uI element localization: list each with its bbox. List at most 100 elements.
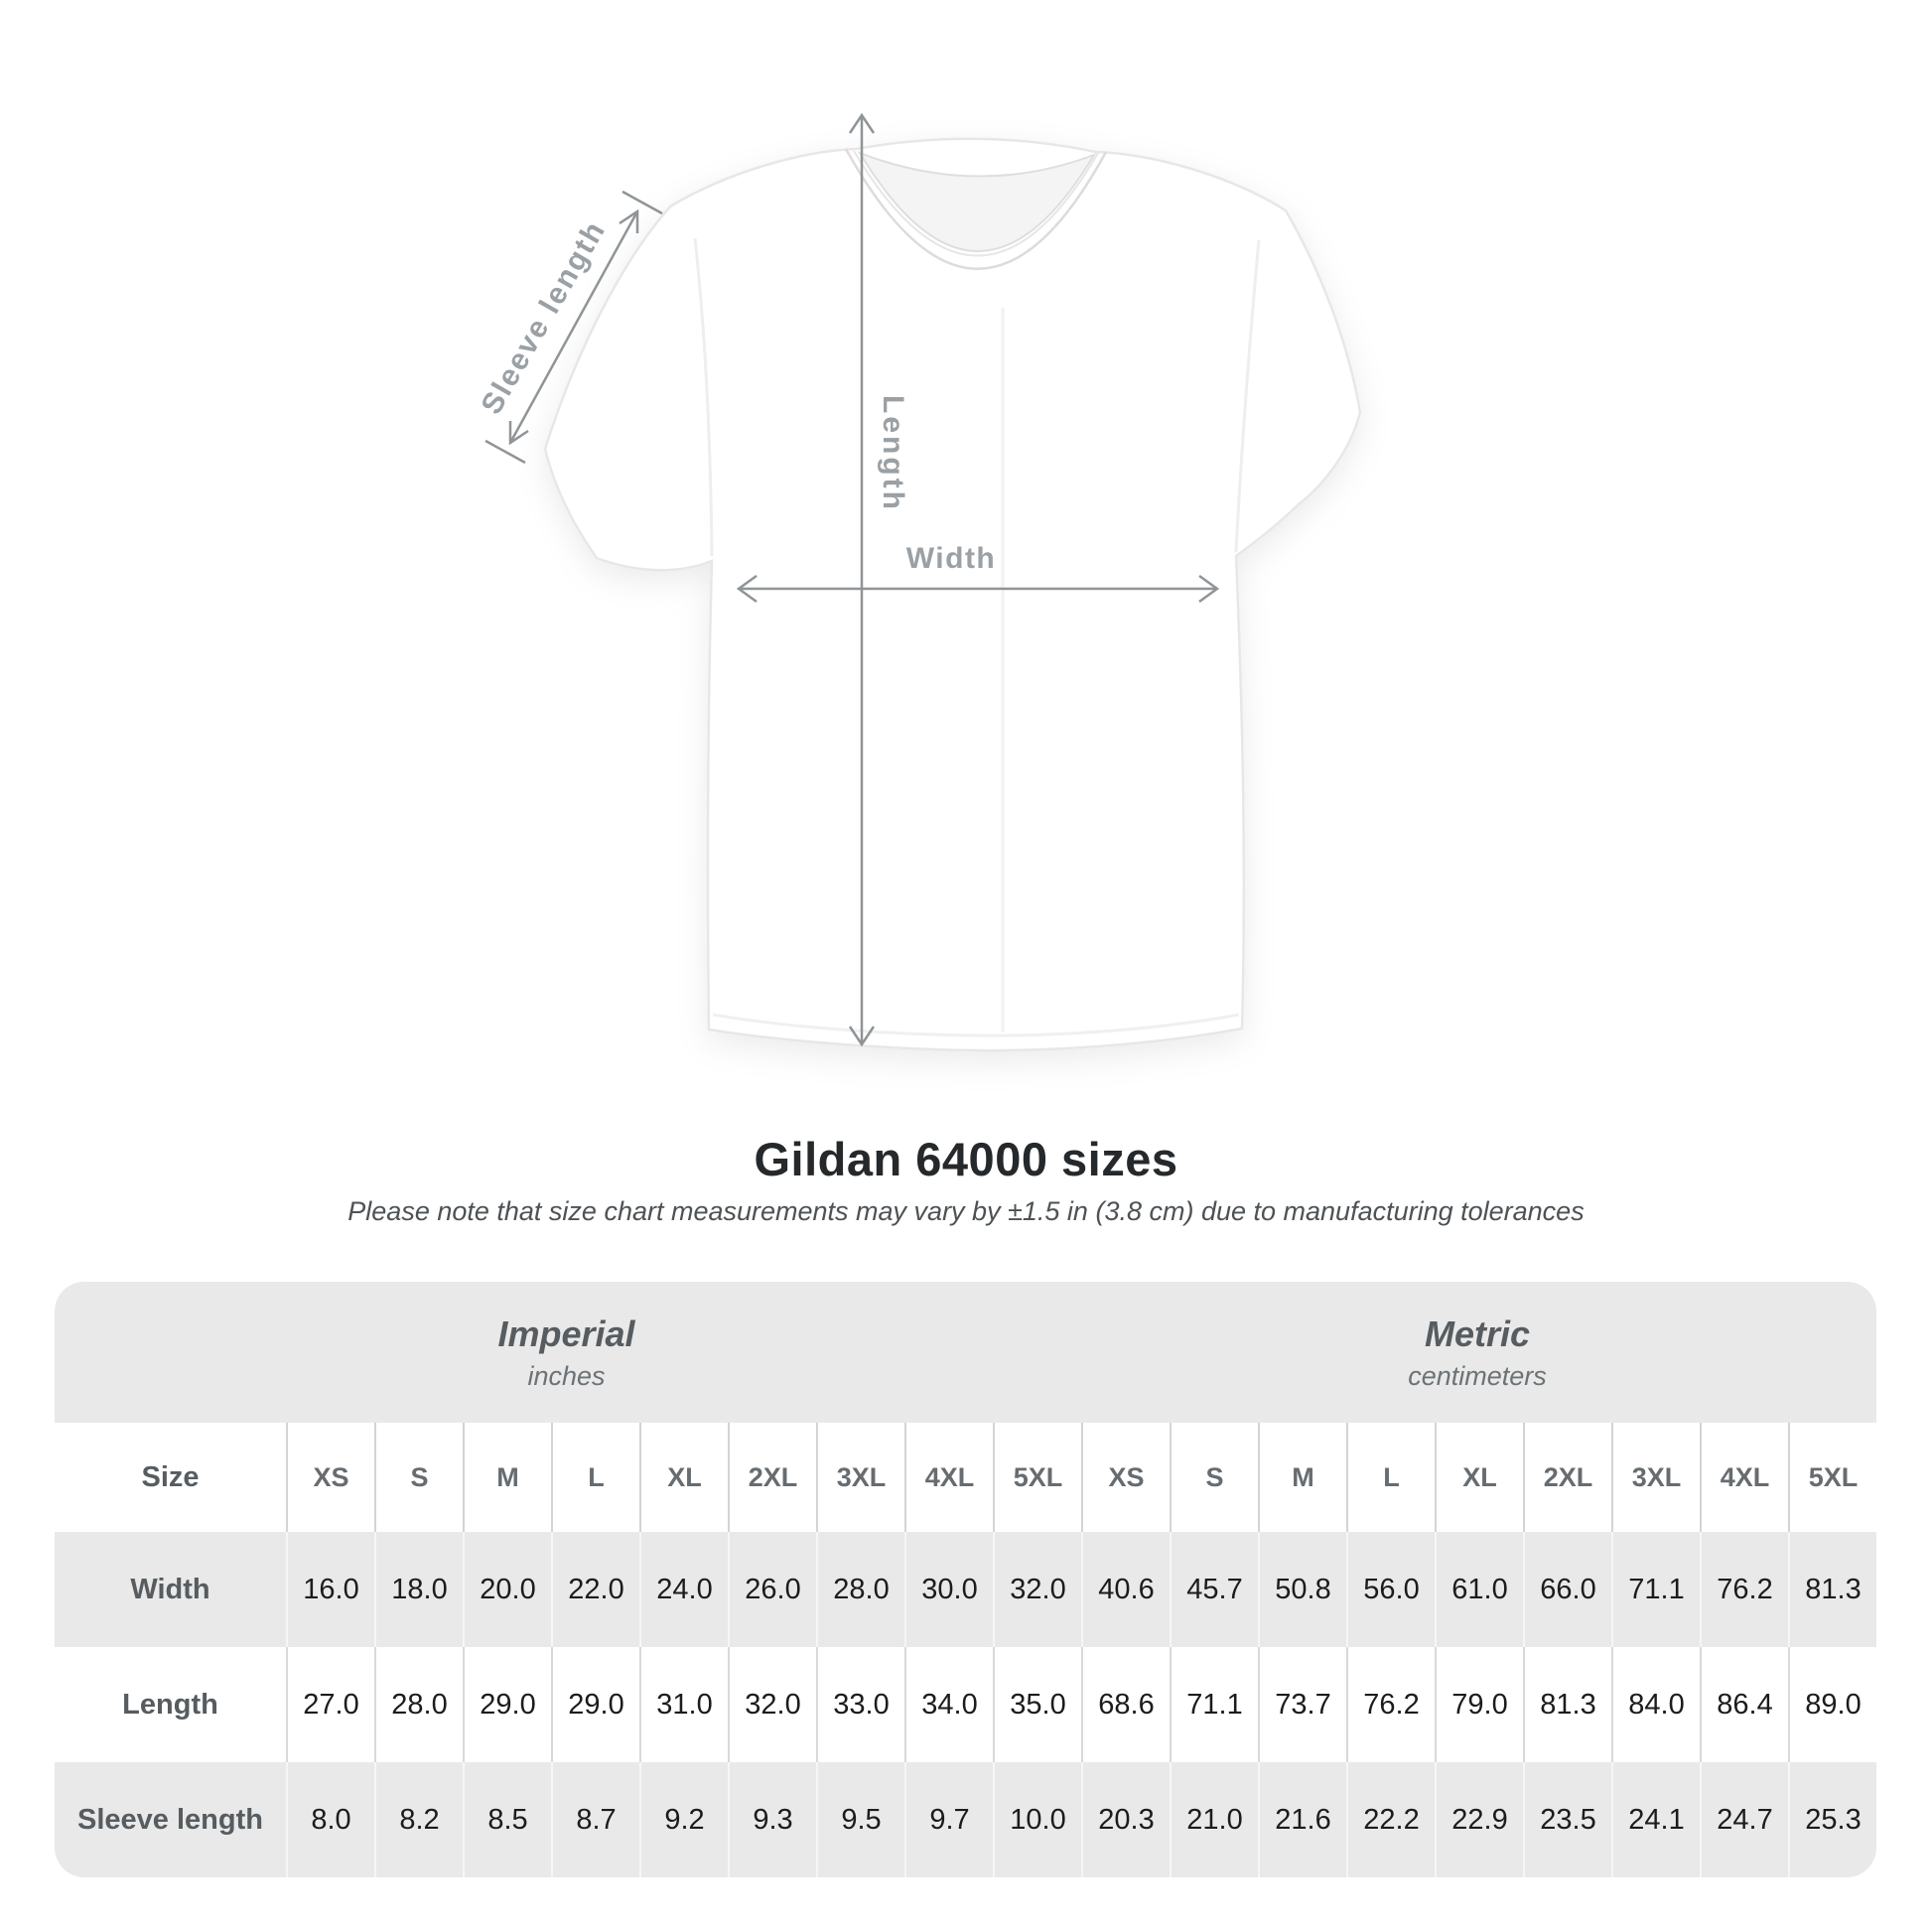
- imperial-label: Imperial: [497, 1312, 635, 1354]
- left-sleeve-seam: [693, 237, 714, 557]
- column-header: 4XL: [1700, 1423, 1788, 1532]
- table-cell: 50.8: [1258, 1532, 1346, 1647]
- table-cell: 31.0: [639, 1647, 728, 1762]
- table-cell: 23.5: [1523, 1762, 1611, 1877]
- table-cell: 24.1: [1611, 1762, 1700, 1877]
- size-chart-table: Imperial inches Metric centimeters Size …: [55, 1282, 1876, 1877]
- row-label: Length: [122, 1688, 218, 1721]
- column-header: L: [551, 1423, 639, 1532]
- fabric-crease: [1000, 307, 1005, 1034]
- table-cell: 25.3: [1788, 1762, 1876, 1877]
- table-cell: 22.0: [551, 1532, 639, 1647]
- column-header: 5XL: [1788, 1423, 1876, 1532]
- tshirt-graphic: [484, 112, 1362, 1052]
- tolerance-note: Please note that size chart measurements…: [347, 1196, 1585, 1226]
- column-header: 5XL: [993, 1423, 1081, 1532]
- table-cell: 8.2: [374, 1762, 463, 1877]
- collar-opening: [857, 151, 1097, 252]
- table-cell: 22.9: [1435, 1762, 1523, 1877]
- column-header: XS: [1081, 1423, 1170, 1532]
- hem-stitch: [712, 1013, 1240, 1037]
- table-cell: 66.0: [1523, 1532, 1611, 1647]
- collar-band-outer: [844, 148, 1108, 270]
- metric-label: Metric: [1424, 1312, 1531, 1354]
- table-cell: 20.3: [1081, 1762, 1170, 1877]
- shirt-measurement-diagram: Sleeve length Length Width: [475, 112, 1362, 1052]
- column-header: 2XL: [728, 1423, 816, 1532]
- table-cell: 32.0: [993, 1532, 1081, 1647]
- table-cell: 28.0: [816, 1532, 904, 1647]
- table-cell: 10.0: [993, 1762, 1081, 1877]
- table-cell: 68.6: [1081, 1647, 1170, 1762]
- metric-unit: centimeters: [1408, 1360, 1547, 1391]
- table-cell: 86.4: [1700, 1647, 1788, 1762]
- table-cell: 71.1: [1611, 1532, 1700, 1647]
- column-header: 4XL: [904, 1423, 993, 1532]
- table-row-length: Length 27.0 28.0 29.0 29.0 31.0 32.0 33.…: [55, 1647, 1876, 1762]
- table-cell: 61.0: [1435, 1532, 1523, 1647]
- table-row-sleeve-length: Sleeve length 8.0 8.2 8.5 8.7 9.2 9.3 9.…: [55, 1762, 1876, 1877]
- table-cell: 34.0: [904, 1647, 993, 1762]
- column-header: 2XL: [1523, 1423, 1611, 1532]
- column-header: S: [1170, 1423, 1258, 1532]
- imperial-unit: inches: [527, 1360, 606, 1391]
- table-cell: 35.0: [993, 1647, 1081, 1762]
- table-cell: 8.0: [286, 1762, 374, 1877]
- table-cell: 21.6: [1258, 1762, 1346, 1877]
- table-cell: 45.7: [1170, 1532, 1258, 1647]
- unit-header-band: Imperial inches Metric centimeters: [55, 1282, 1876, 1423]
- imperial-group-header: Imperial inches: [55, 1282, 1078, 1423]
- table-cell: 29.0: [463, 1647, 551, 1762]
- column-header: M: [463, 1423, 551, 1532]
- table-cell: 76.2: [1346, 1647, 1435, 1762]
- table-cell: 79.0: [1435, 1647, 1523, 1762]
- table-cell: 81.3: [1523, 1647, 1611, 1762]
- length-arrow: [848, 112, 876, 1047]
- table-cell: 29.0: [551, 1647, 639, 1762]
- metric-group-header: Metric centimeters: [1078, 1282, 1876, 1423]
- table-cell: 20.0: [463, 1532, 551, 1647]
- table-cell: 24.7: [1700, 1762, 1788, 1877]
- size-header-row: Size XS S M L XL 2XL 3XL 4XL 5XL XS S M …: [55, 1423, 1876, 1532]
- table-cell: 33.0: [816, 1647, 904, 1762]
- tshirt-body: [543, 137, 1362, 1052]
- column-header: XL: [639, 1423, 728, 1532]
- table-cell: 71.1: [1170, 1647, 1258, 1762]
- table-cell: 8.5: [463, 1762, 551, 1877]
- table-cell: 40.6: [1081, 1532, 1170, 1647]
- column-header: 3XL: [1611, 1423, 1700, 1532]
- table-cell: 24.0: [639, 1532, 728, 1647]
- table-cell: 22.2: [1346, 1762, 1435, 1877]
- table-cell: 27.0: [286, 1647, 374, 1762]
- table-row-width: Width 16.0 18.0 20.0 22.0 24.0 26.0 28.0…: [55, 1532, 1876, 1647]
- row-label: Sleeve length: [77, 1803, 263, 1836]
- column-header: 3XL: [816, 1423, 904, 1532]
- table-cell: 8.7: [551, 1762, 639, 1877]
- collar-band-stitch: [853, 150, 1099, 257]
- column-header: M: [1258, 1423, 1346, 1532]
- table-cell: 16.0: [286, 1532, 374, 1647]
- column-header: L: [1346, 1423, 1435, 1532]
- table-cell: 84.0: [1611, 1647, 1700, 1762]
- table-cell: 56.0: [1346, 1532, 1435, 1647]
- table-cell: 9.5: [816, 1762, 904, 1877]
- table-cell: 73.7: [1258, 1647, 1346, 1762]
- row-label: Width: [130, 1573, 210, 1605]
- width-arrow: [736, 574, 1220, 604]
- table-cell: 9.3: [728, 1762, 816, 1877]
- width-label: Width: [905, 542, 997, 575]
- table-cell: 32.0: [728, 1647, 816, 1762]
- length-label: Length: [877, 395, 909, 512]
- right-sleeve-seam: [1234, 239, 1261, 553]
- size-header-label: Size: [141, 1460, 200, 1493]
- column-header: XL: [1435, 1423, 1523, 1532]
- table-cell: 26.0: [728, 1532, 816, 1647]
- column-header: XS: [286, 1423, 374, 1532]
- table-cell: 30.0: [904, 1532, 993, 1647]
- sleeve-length-arrow: [484, 190, 663, 465]
- table-cell: 9.2: [639, 1762, 728, 1877]
- table-cell: 76.2: [1700, 1532, 1788, 1647]
- table-cell: 9.7: [904, 1762, 993, 1877]
- table-cell: 81.3: [1788, 1532, 1876, 1647]
- page-title: Gildan 64000 sizes: [754, 1133, 1178, 1185]
